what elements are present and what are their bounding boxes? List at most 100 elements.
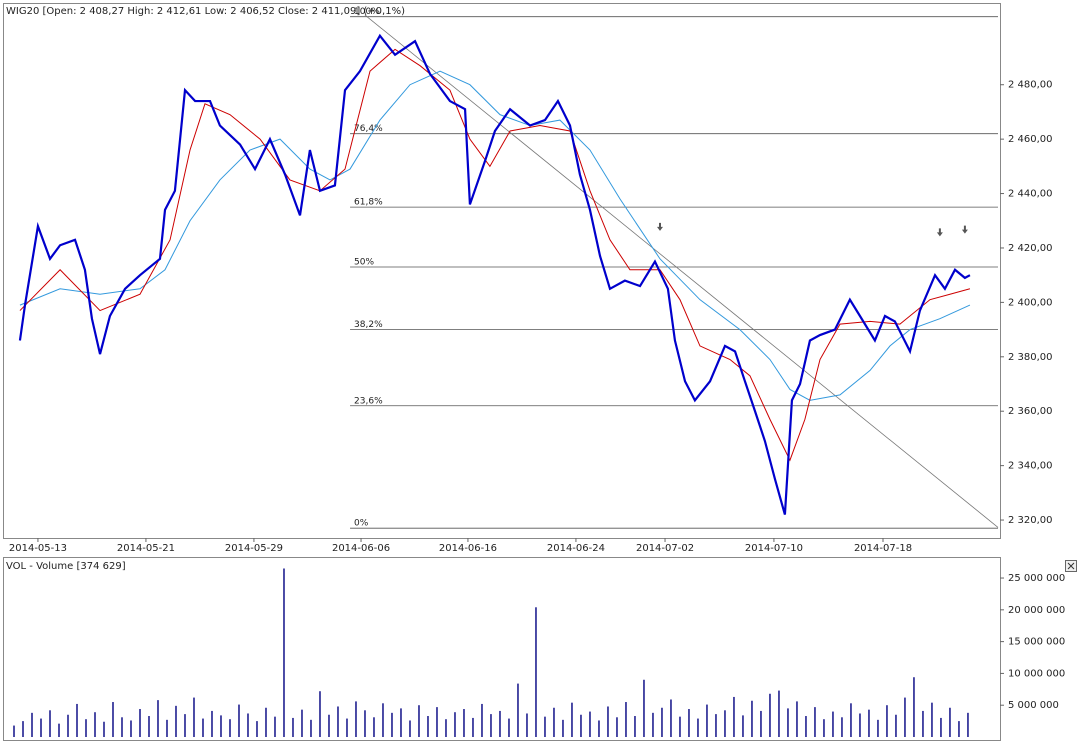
y-tick-label: 2 480,00 [1008,80,1053,91]
y-tick-label: 5 000 000 [1008,700,1059,711]
volume-bar [832,711,834,737]
volume-bar [616,717,618,737]
volume-bar [634,716,636,737]
volume-bar [472,717,474,737]
volume-bar [886,705,888,737]
y-tick-label: 2 380,00 [1008,352,1053,363]
fib-label: 76,4% [354,124,383,134]
y-tick-label: 2 360,00 [1008,406,1053,417]
volume-bar [490,714,492,737]
volume-bar [535,607,537,737]
volume-bar [517,683,519,737]
volume-bar [40,718,42,737]
volume-bar [175,705,177,737]
volume-bar [787,708,789,737]
volume-bar [868,709,870,737]
volume-bar [895,714,897,737]
fib-label: 100% [354,7,380,17]
volume-bar [103,721,105,737]
volume-bar [688,709,690,737]
volume-bar [328,714,330,737]
volume-bar [670,699,672,737]
volume-bar [805,716,807,737]
volume-bar [76,703,78,737]
y-tick-label: 2 440,00 [1008,189,1053,200]
x-tick-label: 2014-06-24 [547,543,605,554]
volume-bar [211,710,213,737]
volume-bar [742,715,744,737]
volume-bar [13,725,15,737]
volume-bar [526,713,528,737]
volume-bar [625,702,627,737]
close-button[interactable] [1065,560,1077,572]
y-tick-label: 20 000 000 [1008,605,1065,616]
fib-label: 23,6% [354,396,383,406]
y-tick-label: 2 400,00 [1008,297,1053,308]
price-line [18,33,971,515]
y-tick-label: 25 000 000 [1008,573,1065,584]
x-tick-label: 2014-05-29 [225,543,283,554]
x-tick-label: 2014-06-16 [439,543,497,554]
y-tick-label: 2 320,00 [1008,515,1053,526]
volume-bar [508,718,510,737]
volume-bar [121,717,123,737]
arrow-marker [656,222,663,231]
volume-bar [400,708,402,737]
volume-bar [373,717,375,737]
volume-bar [112,702,114,737]
volume-bar [913,677,915,737]
fib-label: 61,8% [354,198,383,208]
volume-bar [247,713,249,737]
volume-bar [202,718,204,737]
fib-label: 50% [354,258,374,268]
x-tick-label: 2014-05-13 [9,543,67,554]
volume-bar [346,718,348,737]
volume-bar [652,712,654,737]
volume-bar [850,703,852,737]
volume-bar [751,700,753,737]
fib-label: 0% [354,519,369,529]
volume-bar [967,712,969,737]
volume-bar [418,705,420,737]
x-tick-label: 2014-05-21 [117,543,175,554]
volume-bar [256,721,258,737]
x-tick-label: 2014-07-18 [854,543,912,554]
y-tick-label: 10 000 000 [1008,668,1065,679]
volume-bar [229,719,231,737]
volume-bar [733,696,735,737]
volume-bar [355,701,357,737]
trend-line [364,14,999,528]
volume-bar [679,716,681,737]
volume-bar [193,697,195,737]
volume-bar [391,712,393,737]
volume-frame [3,557,1001,741]
volume-bar [571,702,573,737]
volume-bar [859,713,861,737]
volume-bar [715,714,717,737]
volume-bar [319,691,321,737]
volume-bar [274,716,276,737]
moving-average [19,70,971,401]
volume-bar [697,718,699,737]
volume-bar [220,715,222,737]
volume-bar [238,704,240,737]
volume-bar [436,707,438,737]
volume-bar [904,697,906,737]
price-title: WIG20 [Open: 2 408,27 High: 2 412,61 Low… [6,6,405,17]
volume-bar [85,719,87,737]
volume-bar [139,709,141,737]
volume-bar [499,710,501,737]
volume-bar [922,710,924,737]
volume-bar [184,714,186,737]
volume-bar [481,703,483,737]
volume-bar [553,707,555,737]
volume-bar [598,720,600,737]
volume-bar [769,693,771,737]
volume-bar [166,719,168,737]
volume-bar [49,710,51,737]
volume-bar [310,719,312,737]
volume-bar [958,721,960,737]
volume-bar [796,701,798,737]
volume-bar [877,719,879,737]
